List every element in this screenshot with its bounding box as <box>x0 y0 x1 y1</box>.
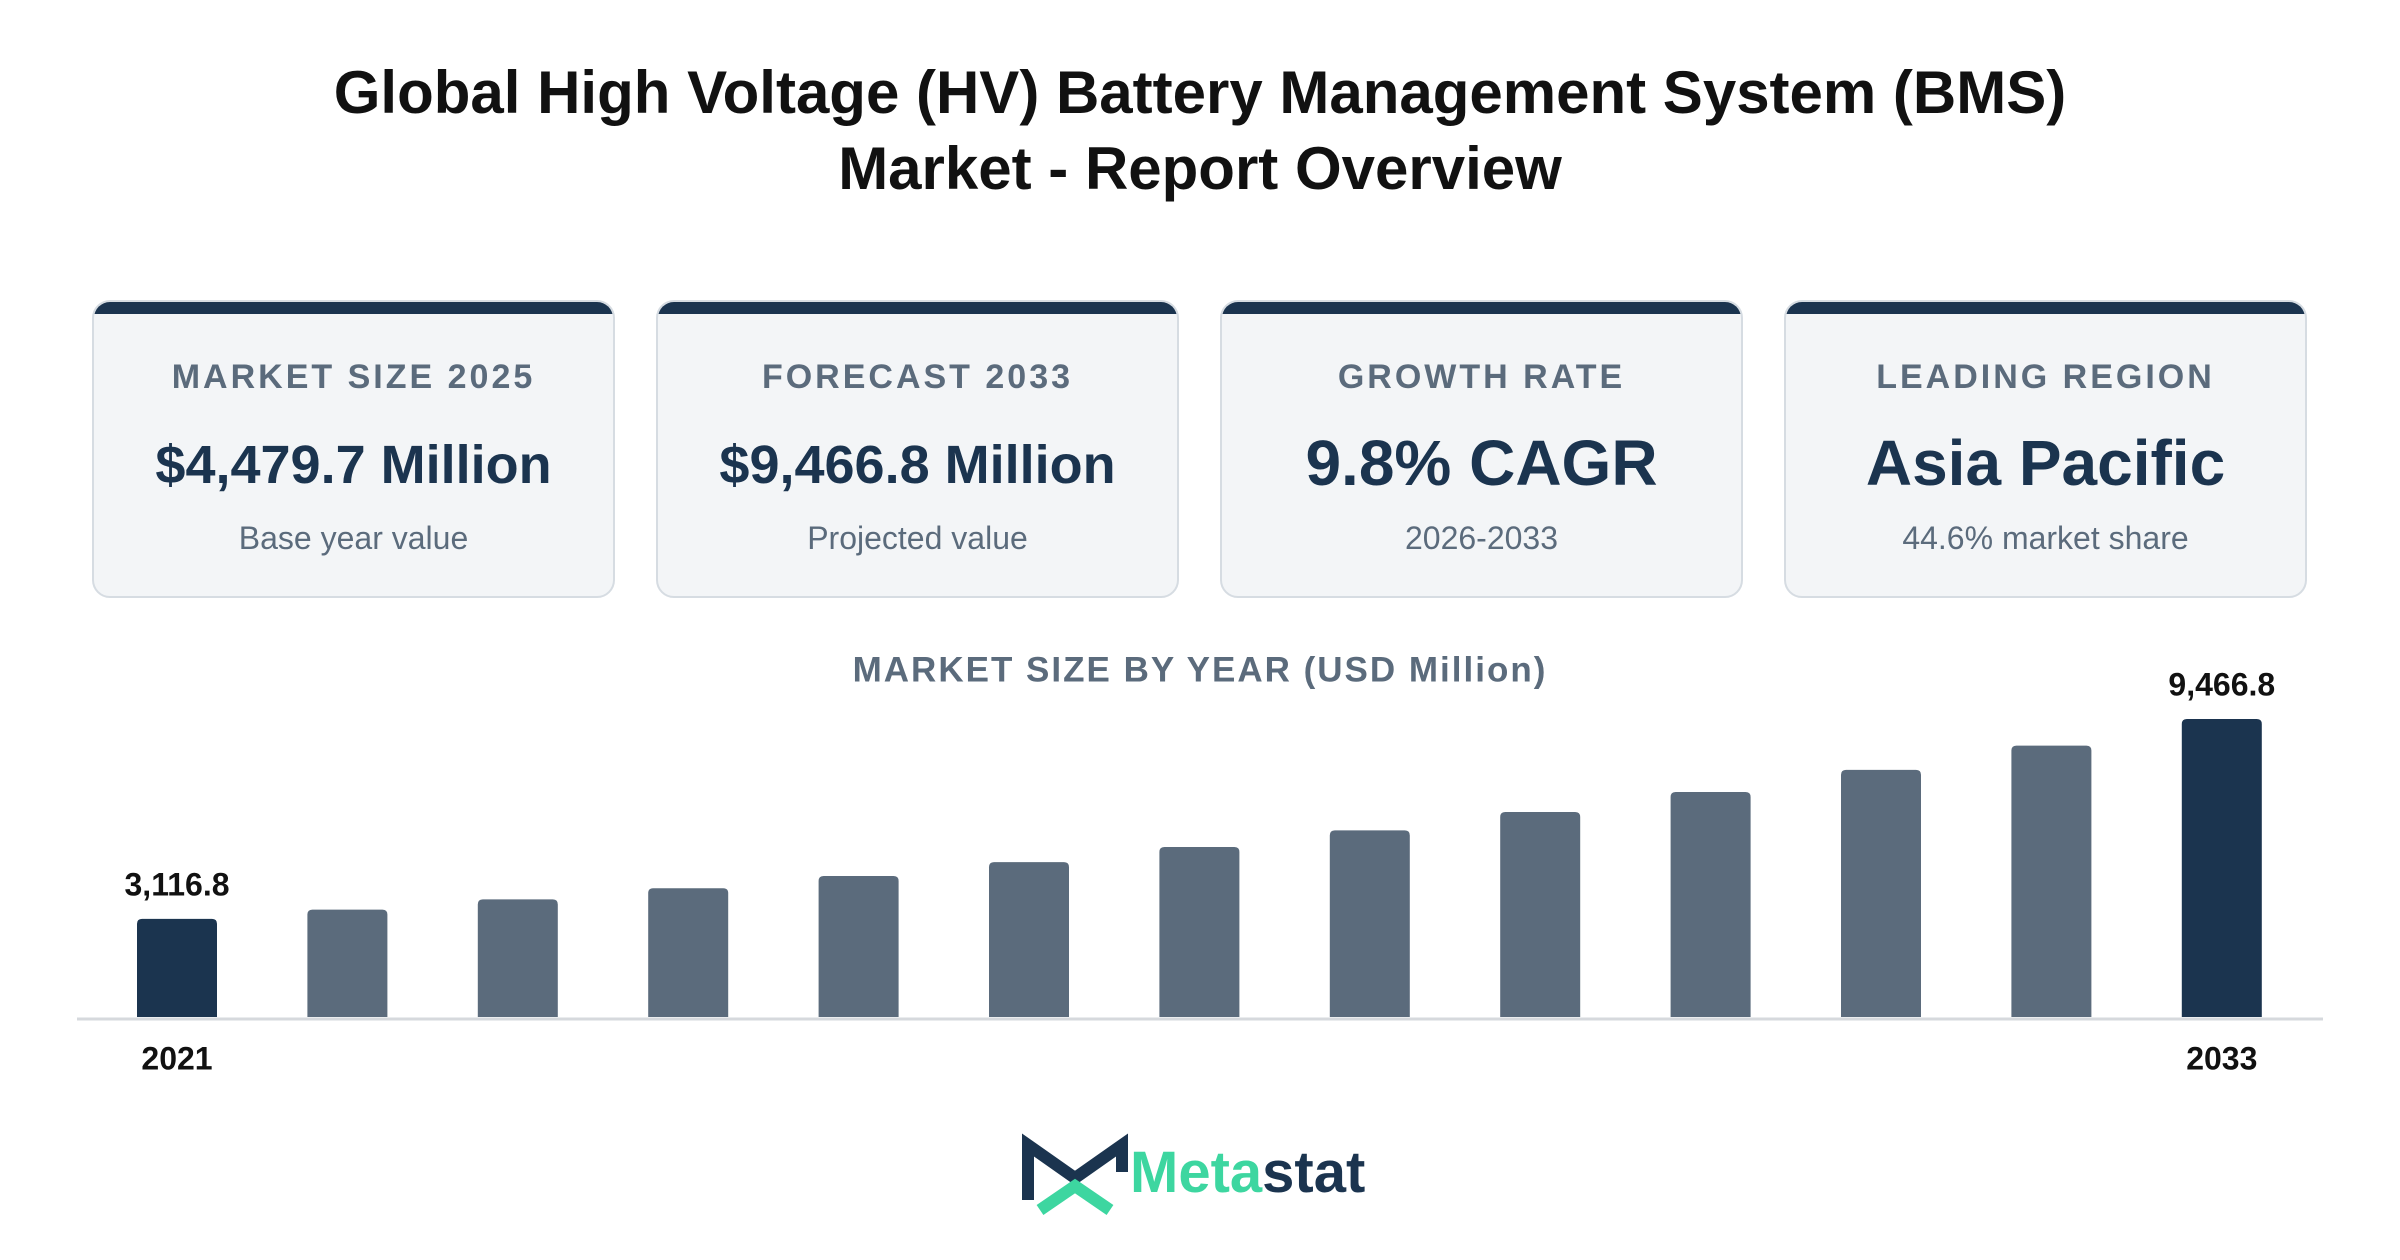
card-value: $9,466.8 Million <box>719 435 1116 495</box>
bar <box>307 909 388 1017</box>
bar <box>2011 745 2092 1017</box>
card-accent <box>1786 302 2305 314</box>
x-tick-label: 2033 <box>2186 1040 2257 1076</box>
card-note: 44.6% market share <box>1902 520 2189 556</box>
card-accent <box>94 302 613 314</box>
card-label: GROWTH RATE <box>1337 358 1626 396</box>
brand-part: Meta <box>1130 1140 1263 1205</box>
card-label: LEADING REGION <box>1876 358 2215 396</box>
card-accent <box>1222 302 1741 314</box>
card-note: Base year value <box>238 520 469 556</box>
bar <box>1159 846 1240 1017</box>
card: LEADING REGION Asia Pacific 44.6% market… <box>1784 300 2307 598</box>
bar <box>648 888 729 1017</box>
bar <box>1329 830 1410 1017</box>
card-accent <box>658 302 1177 314</box>
bar <box>818 875 899 1017</box>
x-tick-label: 2021 <box>141 1040 212 1076</box>
title: Global High Voltage (HV) Battery Managem… <box>333 59 2067 126</box>
card: FORECAST 2033 $9,466.8 Million Projected… <box>656 300 1179 598</box>
card: GROWTH RATE 9.8% CAGR 2026-2033 <box>1220 300 1743 598</box>
chart-title: MARKET SIZE BY YEAR (USD Million) <box>853 650 1548 689</box>
bar <box>477 899 558 1017</box>
card: MARKET SIZE 2025 $4,479.7 Million Base y… <box>92 300 615 598</box>
title: Market - Report Overview <box>838 135 1562 202</box>
value-label: 3,116.8 <box>125 866 230 902</box>
bar <box>989 862 1069 1017</box>
card-label: MARKET SIZE 2025 <box>171 358 536 396</box>
card-value: Asia Pacific <box>1865 427 2226 499</box>
logo: Metastat <box>1022 1133 1365 1215</box>
card-note: 2026-2033 <box>1404 520 1559 556</box>
card-value: 9.8% CAGR <box>1305 427 1658 499</box>
bar <box>1670 791 1751 1017</box>
bar <box>137 918 217 1017</box>
bar <box>2181 719 2262 1017</box>
card-label: FORECAST 2033 <box>761 358 1074 396</box>
card-note: Projected value <box>807 520 1028 556</box>
card-value: $4,479.7 Million <box>155 435 552 495</box>
brand-part: stat <box>1262 1140 1365 1205</box>
bar <box>1841 769 1921 1017</box>
value-label: 9,466.8 <box>2168 666 2275 702</box>
bar <box>1500 812 1581 1017</box>
brand: Metastat <box>1130 1140 1365 1205</box>
